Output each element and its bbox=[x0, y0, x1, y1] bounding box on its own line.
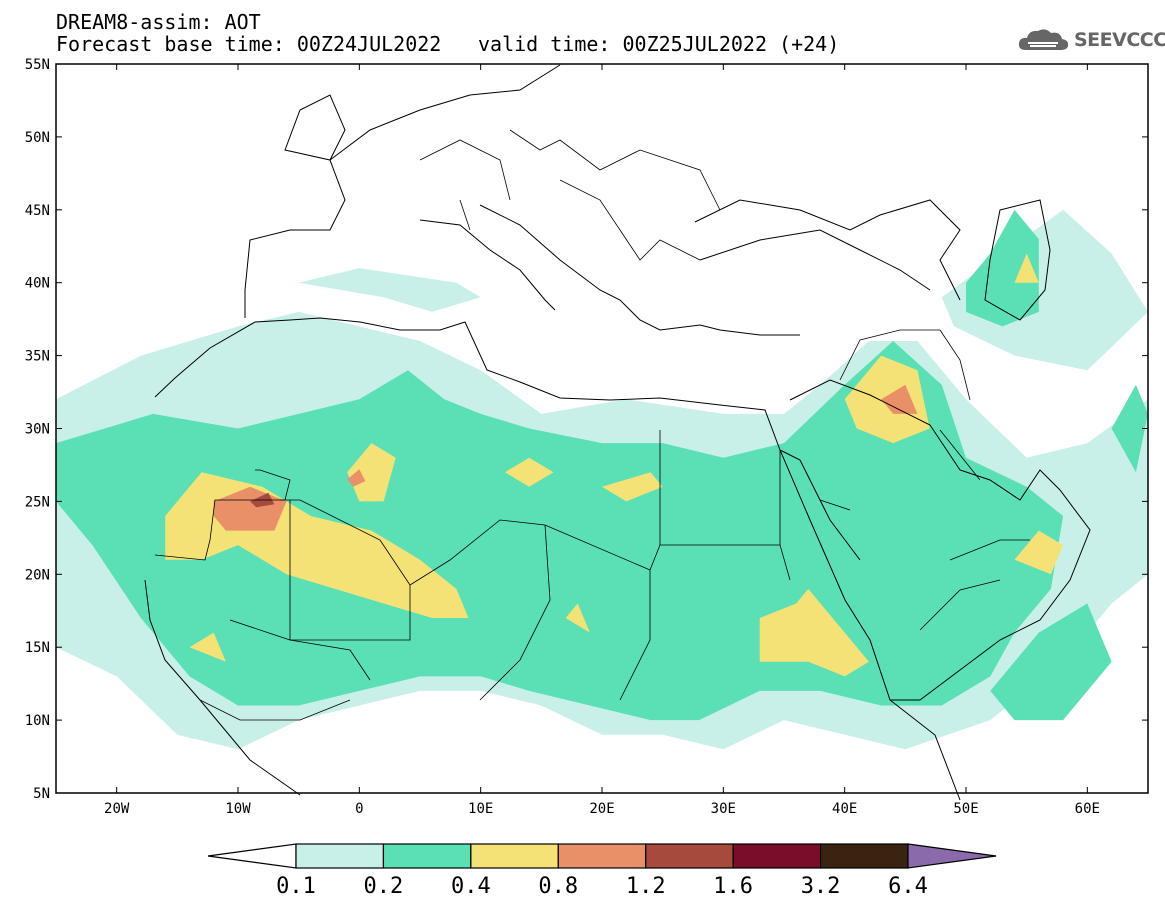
cloud-icon bbox=[1018, 29, 1069, 50]
lat-tick-label: 30N bbox=[25, 422, 50, 438]
coastline-europe bbox=[244, 64, 961, 336]
colorbar-lower-arrow bbox=[207, 843, 297, 869]
lon-tick-label: 10E bbox=[468, 801, 493, 817]
seevccc-logo: SEEVCCC bbox=[1018, 26, 1165, 54]
aot-region-0_4-4 bbox=[759, 588, 869, 677]
lat-tick-label: 20N bbox=[25, 567, 50, 583]
colorbar-swatch bbox=[645, 843, 734, 869]
aot-region-0_4-6 bbox=[1014, 530, 1064, 575]
colorbar-level-label: 0.1 bbox=[276, 874, 316, 899]
coastline-uk bbox=[284, 94, 346, 161]
latitude-ticks: 55N 50N 45N 40N 35N 30N 25N 20N 15N 10N 5N bbox=[25, 57, 1148, 802]
lat-tick-label: 25N bbox=[25, 494, 50, 510]
coastlines bbox=[144, 64, 1091, 801]
lat-tick-label: 35N bbox=[25, 349, 50, 365]
colorbar-swatch bbox=[557, 843, 647, 869]
aot-region-0_8-2 bbox=[347, 469, 366, 487]
aot-region-0_4-3 bbox=[602, 472, 663, 502]
lon-tick-label: 60E bbox=[1075, 801, 1100, 817]
map-title: DREAM8-assim: AOT bbox=[56, 10, 261, 34]
colorbar-swatch bbox=[819, 843, 909, 869]
colorbar-swatch bbox=[295, 843, 385, 869]
aot-region-0_8-1 bbox=[881, 384, 918, 414]
lon-tick-label: 20W bbox=[104, 801, 130, 817]
aot-region-0_1-1 bbox=[298, 268, 481, 312]
colorbar-swatch bbox=[732, 843, 822, 869]
colorbar-level-label: 3.2 bbox=[801, 874, 841, 899]
lat-tick-label: 10N bbox=[25, 713, 50, 729]
lon-tick-label: 40E bbox=[832, 801, 857, 817]
valid-time: valid time: 00Z25JUL2022 (+24) bbox=[478, 32, 840, 56]
logo-text: SEEVCCC bbox=[1074, 29, 1165, 51]
aot-region-0_2-3 bbox=[990, 603, 1112, 721]
colorbar-swatch bbox=[382, 843, 472, 869]
aot-region-0_2-2 bbox=[1111, 384, 1148, 473]
aot-region-0_4-9 bbox=[1014, 253, 1039, 283]
longitude-ticks: 20W 10W 0 10E 20E 30E 40E 50E 60E bbox=[104, 64, 1100, 817]
lon-tick-label: 30E bbox=[711, 801, 736, 817]
lat-tick-label: 5N bbox=[33, 786, 50, 802]
colorbar-level-label: 6.4 bbox=[888, 874, 928, 899]
forecast-base-time: Forecast base time: 00Z24JUL2022 bbox=[56, 32, 442, 56]
lat-tick-label: 50N bbox=[25, 130, 50, 146]
country-borders bbox=[154, 129, 1030, 721]
lat-tick-label: 45N bbox=[25, 203, 50, 219]
lon-tick-label: 0 bbox=[355, 801, 363, 817]
colorbar-upper-arrow bbox=[907, 843, 997, 869]
lat-tick-label: 40N bbox=[25, 276, 50, 292]
colorbar-level-label: 1.6 bbox=[713, 874, 753, 899]
lat-tick-label: 55N bbox=[25, 57, 50, 73]
lon-tick-label: 10W bbox=[225, 801, 251, 817]
aot-region-0_4-8 bbox=[565, 603, 590, 633]
lat-tick-label: 15N bbox=[25, 640, 50, 656]
aot-region-0_4-7 bbox=[189, 632, 226, 662]
lon-tick-label: 50E bbox=[953, 801, 978, 817]
coastline-africa bbox=[144, 317, 961, 801]
lon-tick-label: 20E bbox=[589, 801, 614, 817]
aot-region-0_4-2 bbox=[504, 457, 554, 487]
colorbar: 0.1 0.2 0.4 0.8 1.2 1.6 3.2 6.4 bbox=[207, 843, 997, 899]
coastline-arabia bbox=[779, 379, 1091, 701]
colorbar-swatch bbox=[470, 843, 559, 869]
aot-region-0_4-1 bbox=[347, 443, 396, 502]
colorbar-level-label: 0.2 bbox=[364, 874, 404, 899]
colorbar-level-label: 0.8 bbox=[538, 874, 578, 899]
colorbar-level-label: 1.2 bbox=[626, 874, 666, 899]
aot-region-0_2-1 bbox=[966, 209, 1039, 327]
colorbar-level-label: 0.4 bbox=[451, 874, 491, 899]
coastline-caspian bbox=[984, 199, 1051, 321]
